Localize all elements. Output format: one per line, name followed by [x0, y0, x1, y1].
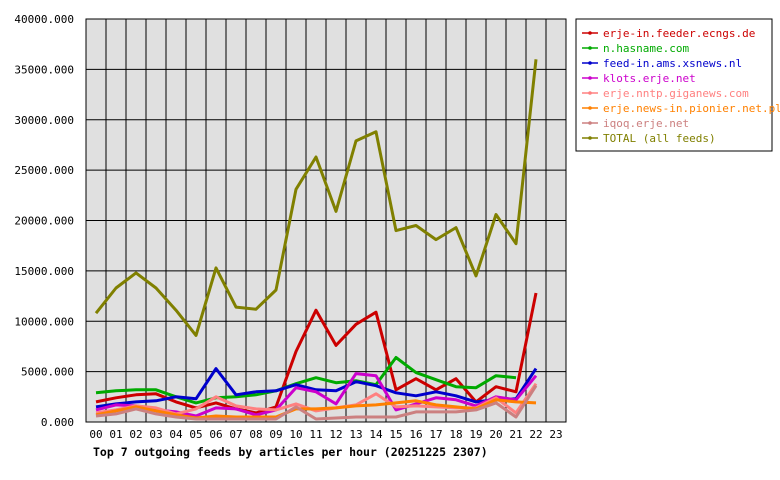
series-line-5: [95, 398, 537, 420]
x-tick-label: 06: [209, 428, 222, 441]
y-tick-label: 40000.000: [14, 13, 74, 26]
series-line-1: [95, 356, 517, 405]
legend-item: erje.nntp.giganews.com: [582, 87, 749, 100]
x-tick-label: 16: [409, 428, 422, 441]
legend: erje-in.feeder.ecngs.de n.hasname.com feed…: [575, 18, 780, 152]
legend-item: feed-in.ams.xsnews.nl: [582, 57, 742, 70]
x-tick-label: 02: [129, 428, 142, 441]
y-tick-label: 35000.000: [14, 63, 74, 76]
legend-marker: [588, 136, 592, 140]
legend-label: TOTAL (all feeds): [603, 132, 716, 145]
y-tick-label: 30000.000: [14, 114, 74, 127]
legend-marker: [588, 106, 592, 110]
legend-item: n.hasname.com: [582, 42, 689, 55]
x-tick-label: 04: [169, 428, 183, 441]
y-tick-label: 5000.000: [21, 366, 74, 379]
x-tick-label: 11: [309, 428, 322, 441]
legend-label: klots.erje.net: [603, 72, 696, 85]
legend-item: TOTAL (all feeds): [582, 132, 716, 145]
legend-marker: [588, 91, 592, 95]
chart-title: Top 7 outgoing feeds by articles per hou…: [93, 445, 488, 459]
series-line-7: [94, 59, 538, 337]
legend-label: erje.nntp.giganews.com: [603, 87, 749, 100]
y-tick-label: 0.000: [41, 416, 74, 429]
y-tick-label: 25000.000: [14, 164, 74, 177]
x-tick-label: 07: [229, 428, 242, 441]
series-line-2: [95, 367, 538, 409]
y-tick-label: 15000.000: [14, 265, 74, 278]
x-tick-label: 05: [189, 428, 202, 441]
x-tick-label: 12: [329, 428, 342, 441]
legend-marker: [588, 61, 592, 65]
grid-lines: [86, 18, 566, 423]
x-tick-label: 20: [489, 428, 502, 441]
x-tick-label: 21: [509, 428, 522, 441]
x-tick-label: 10: [289, 428, 302, 441]
x-tick-label: 01: [109, 428, 122, 441]
legend-label: erje-in.feeder.ecngs.de: [603, 27, 755, 40]
legend-label: iqoq.erje.net: [603, 117, 689, 130]
x-tick-label: 14: [369, 428, 383, 441]
legend-label: feed-in.ams.xsnews.nl: [603, 57, 742, 70]
legend-marker: [588, 31, 592, 35]
y-tick-label: 10000.000: [14, 315, 74, 328]
x-axis-ticks: 00 01 02 03 04 05 06 07 08 09 10 11 12 13 14 15 16 17 18 19…: [89, 428, 562, 441]
x-tick-label: 23: [549, 428, 562, 441]
x-tick-label: 22: [529, 428, 542, 441]
legend-item: erje.news-in.pionier.net.pl: [582, 102, 780, 115]
legend-label: n.hasname.com: [603, 42, 689, 55]
x-tick-label: 09: [269, 428, 282, 441]
x-tick-label: 15: [389, 428, 402, 441]
x-tick-label: 19: [469, 428, 482, 441]
legend-marker: [588, 76, 592, 80]
x-tick-label: 18: [449, 428, 462, 441]
x-tick-label: 13: [349, 428, 362, 441]
legend-box: [575, 18, 773, 152]
legend-label: erje.news-in.pionier.net.pl: [603, 102, 780, 115]
y-tick-label: 20000.000: [14, 215, 74, 228]
legend-item: iqoq.erje.net: [582, 117, 689, 130]
legend-marker: [588, 46, 592, 50]
series-line-6: [95, 384, 538, 421]
x-tick-label: 00: [89, 428, 102, 441]
x-tick-label: 08: [249, 428, 262, 441]
series-lines: [94, 59, 538, 421]
legend-item: klots.erje.net: [582, 72, 696, 85]
legend-items: erje-in.feeder.ecngs.de n.hasname.com feed…: [582, 27, 780, 145]
y-axis-ticks: 0.000 5000.000 10000.000 15000.000 20000.000…: [14, 13, 74, 429]
x-tick-label: 03: [149, 428, 162, 441]
legend-item: erje-in.feeder.ecngs.de: [582, 27, 755, 40]
legend-marker: [588, 121, 592, 125]
x-tick-label: 17: [429, 428, 442, 441]
